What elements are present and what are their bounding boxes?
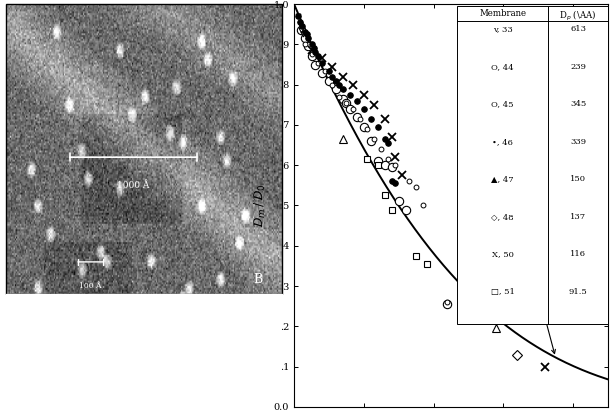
Text: 116: 116 [570, 250, 586, 258]
Text: ▲, 47: ▲, 47 [491, 175, 514, 183]
Text: Renkin Eq.: Renkin Eq. [507, 272, 561, 353]
Text: 345: 345 [570, 100, 586, 109]
Text: 91.5: 91.5 [569, 288, 588, 296]
Text: □, 51: □, 51 [491, 288, 515, 296]
Bar [6, 4, 282, 294]
Bar [457, 6, 608, 324]
Text: X, 50: X, 50 [492, 250, 514, 258]
Text: D$_p$ (\AA): D$_p$ (\AA) [559, 9, 597, 23]
Text: O, 44: O, 44 [491, 63, 514, 71]
Text: •, 46: •, 46 [492, 138, 513, 146]
Text: 239: 239 [570, 63, 586, 71]
Text: ◇, 48: ◇, 48 [491, 213, 514, 221]
Text: 100 Å: 100 Å [79, 282, 101, 290]
Text: 339: 339 [570, 138, 586, 146]
Text: O, 45: O, 45 [491, 100, 514, 109]
Text: v, 33: v, 33 [493, 25, 513, 33]
Text: B: B [254, 273, 263, 286]
Text: 1000 Å: 1000 Å [117, 181, 149, 190]
Text: 613: 613 [570, 25, 586, 33]
Text: 150: 150 [570, 175, 586, 183]
Text: 137: 137 [570, 213, 586, 221]
Y-axis label: $\mathcal{D}_m\,/\,\mathcal{D}_0$: $\mathcal{D}_m\,/\,\mathcal{D}_0$ [253, 183, 268, 228]
Bar [87, 309, 94, 319]
Text: Membrane: Membrane [479, 9, 526, 18]
